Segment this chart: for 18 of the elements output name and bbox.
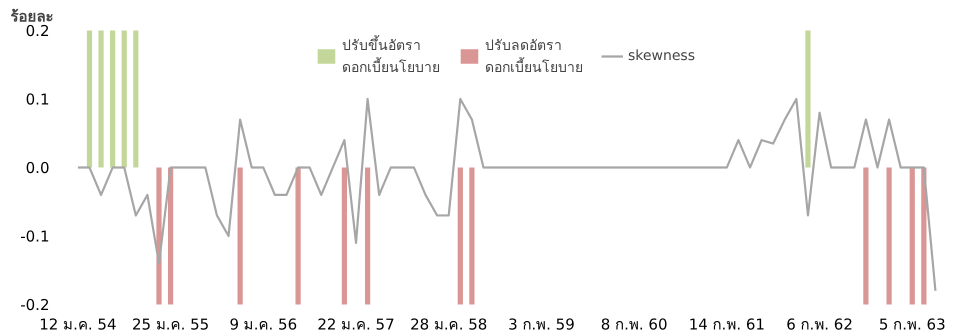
x-tick-label: 9 ม.ค. 56	[229, 316, 298, 334]
x-tick-label: 22 ม.ค. 57	[317, 316, 395, 334]
legend-label: ปรับขึ้นอัตรา ดอกเบี้ยนโยบาย	[342, 34, 440, 78]
x-tick-label: 12 ม.ค. 54	[39, 316, 117, 334]
x-tick-label: 5 ก.พ. 63	[878, 316, 946, 334]
x-tick-label: 14 ก.พ. 61	[688, 316, 765, 334]
legend-label: ปรับลดอัตรา ดอกเบี้ยนโยบาย	[484, 37, 583, 78]
legend-label: skewness	[628, 48, 696, 64]
y-tick-label: 0.0	[26, 159, 50, 177]
x-tick-label: 8 ก.พ. 60	[600, 316, 668, 334]
x-tick-label: 25 ม.ค. 55	[132, 316, 210, 334]
y-tick-label: -0.2	[20, 296, 50, 314]
line-series	[76, 98, 937, 292]
x-tick-label: 6 ก.พ. 62	[786, 316, 853, 334]
y-tick-label: -0.1	[20, 228, 50, 246]
x-tick-label: 28 ม.ค. 58	[410, 316, 488, 334]
x-tick-label: 3 ก.พ. 59	[508, 316, 575, 334]
y-tick-label: 0.1	[26, 90, 50, 108]
